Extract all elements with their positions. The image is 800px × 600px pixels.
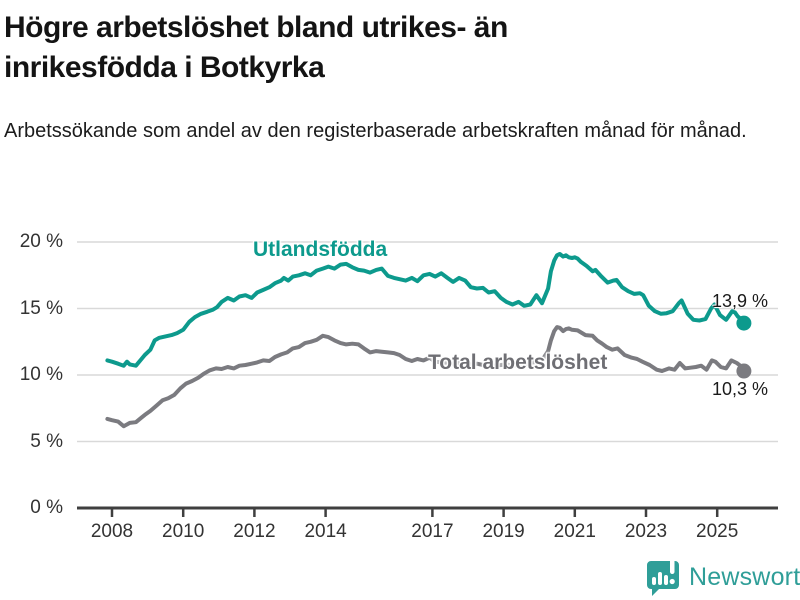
x-tick-label: 2014 [304,521,347,542]
end-value-total: 10,3 % [712,379,769,399]
chart-title: Högre arbetslöshet bland utrikes- än inr… [4,8,704,88]
x-tick-label: 2008 [90,521,134,542]
x-tick-label: 2010 [162,521,205,542]
x-tick-label: 2012 [233,521,276,542]
x-tick-label: 2021 [553,521,596,542]
series-label-utlandsfodda: Utlandsfödda [253,238,388,261]
y-tick-label: 10 % [19,364,63,385]
series-end-dot-1 [736,315,752,331]
series-line-2 [105,325,746,429]
series-end-dot-2 [736,363,752,379]
x-tick-label: 2019 [482,521,525,542]
series-line-1 [105,252,746,368]
x-tick-label: 2023 [624,521,668,542]
x-tick-label: 2017 [411,521,454,542]
y-tick-label: 20 % [19,231,63,252]
newsworthy-logo-icon [647,558,679,596]
y-tick-label: 15 % [19,297,63,319]
newsworthy-logo: Newsworthy [644,558,800,596]
x-tick-label: 2025 [696,521,739,542]
brand-name: Newsworthy [689,562,800,591]
title-line-2: inrikesfödda i Botkyrka [4,51,325,84]
end-value-utlandsfodda: 13,9 % [712,291,769,311]
chart-subtitle: Arbetssökande som andel av den registerb… [4,120,747,142]
y-tick-label: 5 % [30,430,63,452]
series-label-total-arbetsloshet: Total arbetslöshet [428,351,608,374]
y-tick-label: 0 % [30,497,63,518]
title-line-1: Högre arbetslöshet bland utrikes- än [4,11,508,44]
